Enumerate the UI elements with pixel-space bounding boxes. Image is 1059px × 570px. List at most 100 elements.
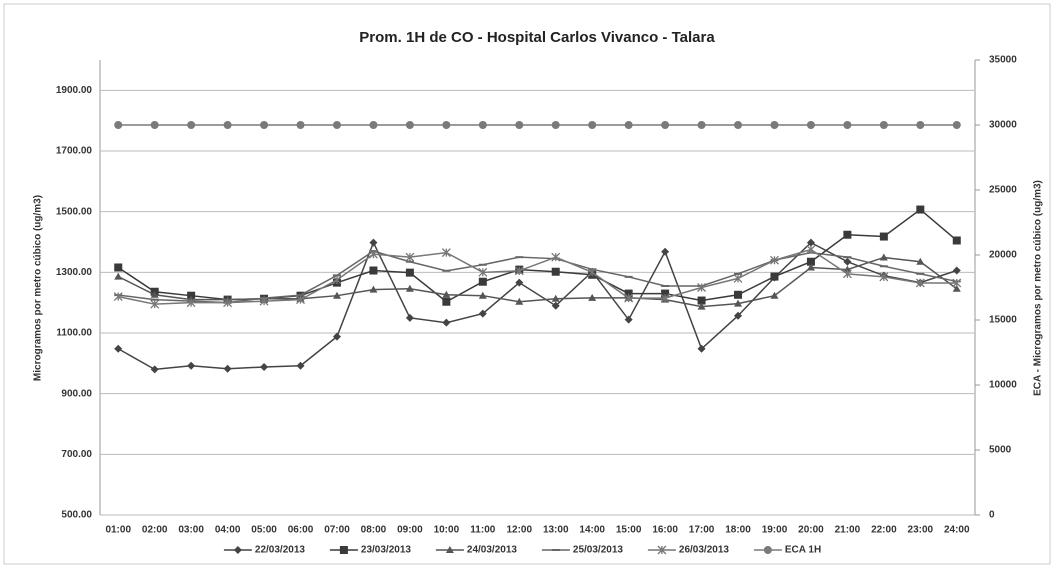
x-tick-label: 16:00 [652,525,678,536]
point [515,297,524,305]
point [478,309,487,318]
point [697,283,707,292]
point [369,121,378,129]
point [843,121,852,129]
y-tick-label: 700.00 [61,449,92,460]
point [661,289,670,298]
point [734,311,743,320]
point [624,289,633,298]
point [697,296,706,305]
point [879,272,889,282]
point [260,121,269,129]
x-tick-label: 18:00 [725,525,751,536]
point [405,313,414,322]
legend-marker [657,545,667,555]
point [332,121,341,129]
point [879,121,888,129]
point [624,121,633,129]
x-tick-label: 03:00 [178,525,204,536]
point [879,232,888,241]
y-tick-label: 1700.00 [56,146,93,157]
point [332,291,341,299]
point [296,121,305,129]
point [806,245,816,255]
legend-label: 23/03/2013 [361,545,411,556]
point [551,267,560,276]
legend-label: 24/03/2013 [467,545,517,556]
point [843,265,852,273]
y-tick-label: 1300.00 [56,267,93,278]
point [442,318,451,327]
point [113,292,123,302]
point [150,299,160,309]
point [259,296,269,306]
x-tick-label: 09:00 [397,525,423,536]
legend-label: ECA 1H [785,545,821,556]
point [734,290,743,299]
point [441,248,451,258]
legend-marker [445,546,454,553]
point [405,284,414,292]
x-tick-label: 13:00 [543,525,569,536]
point [114,121,123,129]
point [332,275,342,285]
x-tick-label: 11:00 [470,525,495,536]
x-tick-label: 17:00 [689,525,715,536]
point [551,252,561,262]
point [806,257,815,266]
y2-tick-label: 25000 [989,185,1017,196]
point [114,344,123,353]
point [843,230,852,239]
x-tick-label: 01:00 [105,525,131,536]
point [770,255,779,265]
point [442,290,451,298]
point [478,121,487,129]
y2-tick-label: 35000 [989,55,1017,66]
point [150,365,159,374]
point [916,257,925,265]
y-tick-label: 1500.00 [56,206,93,217]
point [223,298,233,308]
point [734,121,743,129]
point [587,267,597,277]
y2-tick-label: 0 [989,510,995,521]
point [405,121,414,129]
point [551,301,560,310]
point [114,272,123,280]
legend-label: 26/03/2013 [679,545,729,556]
legend-marker [233,546,242,554]
point [733,273,743,283]
y-tick-label: 1900.00 [56,85,93,96]
point [770,121,779,129]
legend-marker [763,546,772,554]
chart-title: Prom. 1H de CO - Hospital Carlos Vivanco… [359,29,715,46]
point [260,362,269,371]
x-tick-label: 08:00 [361,525,387,536]
point [515,121,524,129]
series-line [117,240,958,371]
point [952,266,961,275]
x-tick-label: 24:00 [944,525,970,536]
point [660,293,670,303]
x-tick-label: 06:00 [288,525,314,536]
point [843,257,852,266]
y2-axis-label: ECA - Microgramos por metro cúbico (ug/m… [1033,180,1044,396]
point [551,294,560,302]
point [697,344,706,353]
x-tick-label: 15:00 [616,525,642,536]
point [952,284,961,292]
x-tick-label: 21:00 [835,525,861,536]
point [697,121,706,129]
x-tick-label: 23:00 [908,525,934,536]
y-tick-label: 900.00 [61,388,92,399]
point [551,121,560,129]
point [187,361,196,370]
y-tick-label: 1100.00 [56,328,92,339]
point [588,121,597,129]
point [514,266,524,276]
point [442,297,451,306]
y2-tick-label: 15000 [989,315,1017,326]
x-tick-label: 19:00 [762,525,788,536]
point [697,302,706,310]
point [734,299,743,307]
